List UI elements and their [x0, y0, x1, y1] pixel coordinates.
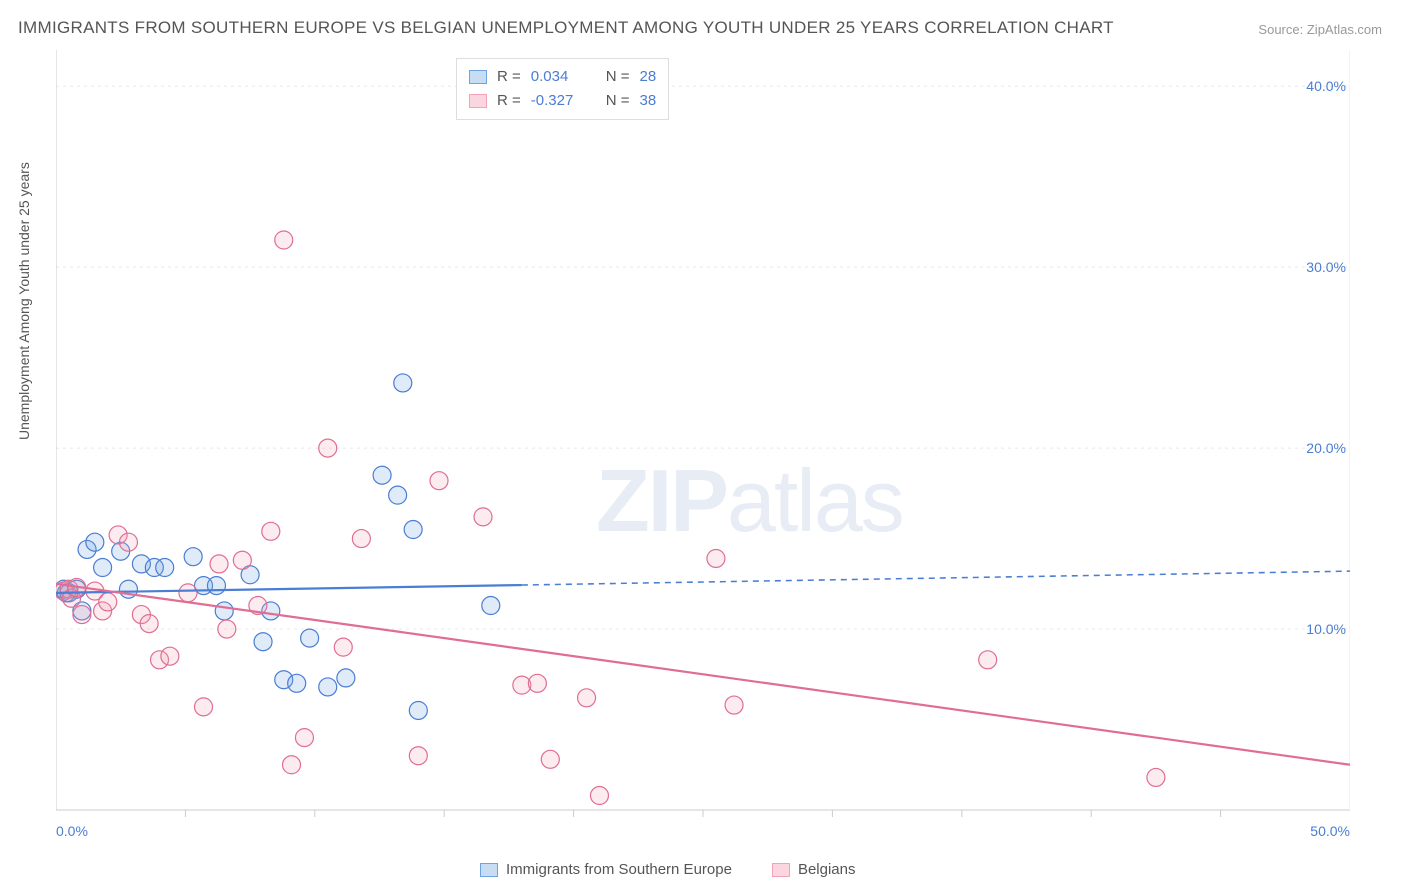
scatter-point — [337, 669, 355, 687]
scatter-point — [262, 522, 280, 540]
x-tick-label: 50.0% — [1310, 823, 1350, 839]
legend-label: Belgians — [798, 861, 856, 878]
scatter-point — [156, 559, 174, 577]
scatter-point — [184, 548, 202, 566]
scatter-point — [409, 747, 427, 765]
legend-item: Belgians — [772, 861, 856, 878]
scatter-point — [590, 787, 608, 805]
r-label: R = — [497, 89, 521, 113]
chart-title: IMMIGRANTS FROM SOUTHERN EUROPE VS BELGI… — [18, 18, 1114, 38]
scatter-point — [99, 593, 117, 611]
scatter-point — [301, 629, 319, 647]
scatter-point — [578, 689, 596, 707]
y-axis-label: Unemployment Among Youth under 25 years — [16, 162, 32, 440]
scatter-point — [409, 701, 427, 719]
x-tick-label: 0.0% — [56, 823, 88, 839]
scatter-point — [218, 620, 236, 638]
correlation-stat-box: R = 0.034 N = 28 R = -0.327 N = 38 — [456, 58, 669, 120]
scatter-point — [373, 466, 391, 484]
scatter-point — [334, 638, 352, 656]
scatter-point — [210, 555, 228, 573]
scatter-point — [541, 750, 559, 768]
y-tick-label: 40.0% — [1306, 78, 1346, 94]
y-tick-label: 30.0% — [1306, 259, 1346, 275]
scatter-point — [86, 533, 104, 551]
scatter-point — [233, 551, 251, 569]
bottom-legend: Immigrants from Southern Europe Belgians — [480, 861, 855, 878]
scatter-point — [404, 521, 422, 539]
scatter-point — [319, 678, 337, 696]
series-swatch — [772, 863, 790, 877]
scatter-point — [195, 698, 213, 716]
source-value: ZipAtlas.com — [1307, 22, 1382, 37]
stat-row: R = -0.327 N = 38 — [469, 89, 656, 113]
scatter-plot: 10.0% 20.0% 30.0% 40.0% 0.0% 50.0% — [56, 50, 1350, 840]
scatter-point — [979, 651, 997, 669]
scatter-point — [179, 584, 197, 602]
n-label: N = — [606, 89, 630, 113]
scatter-point — [482, 597, 500, 615]
n-label: N = — [606, 65, 630, 89]
scatter-point — [94, 559, 112, 577]
scatter-point — [73, 606, 91, 624]
source-attribution: Source: ZipAtlas.com — [1258, 22, 1382, 37]
scatter-point — [352, 530, 370, 548]
n-value: 28 — [640, 65, 657, 89]
scatter-point — [161, 647, 179, 665]
scatter-point — [707, 549, 725, 567]
legend-item: Immigrants from Southern Europe — [480, 861, 732, 878]
scatter-point — [207, 577, 225, 595]
trend-line — [56, 584, 1350, 765]
trend-line-dashed — [522, 571, 1350, 585]
scatter-point — [725, 696, 743, 714]
scatter-point — [394, 374, 412, 392]
scatter-point — [254, 633, 272, 651]
n-value: 38 — [640, 89, 657, 113]
scatter-point — [389, 486, 407, 504]
scatter-point — [288, 674, 306, 692]
r-value: -0.327 — [531, 89, 586, 113]
series-swatch — [469, 70, 487, 84]
scatter-point — [140, 615, 158, 633]
r-label: R = — [497, 65, 521, 89]
scatter-point — [295, 729, 313, 747]
scatter-point — [528, 674, 546, 692]
scatter-point — [430, 472, 448, 490]
stat-row: R = 0.034 N = 28 — [469, 65, 656, 89]
source-label: Source: — [1258, 22, 1303, 37]
y-tick-label: 20.0% — [1306, 440, 1346, 456]
scatter-point — [474, 508, 492, 526]
legend-label: Immigrants from Southern Europe — [506, 861, 732, 878]
scatter-point — [275, 231, 293, 249]
r-value: 0.034 — [531, 65, 586, 89]
scatter-point — [1147, 768, 1165, 786]
series-swatch — [469, 94, 487, 108]
y-tick-label: 10.0% — [1306, 621, 1346, 637]
scatter-point — [119, 533, 137, 551]
scatter-point — [319, 439, 337, 457]
scatter-point — [283, 756, 301, 774]
series-swatch — [480, 863, 498, 877]
chart-area: ZIPatlas 10.0%20.0%30.0%40.0%0.0%50.0% R… — [56, 50, 1350, 840]
scatter-point — [215, 602, 233, 620]
